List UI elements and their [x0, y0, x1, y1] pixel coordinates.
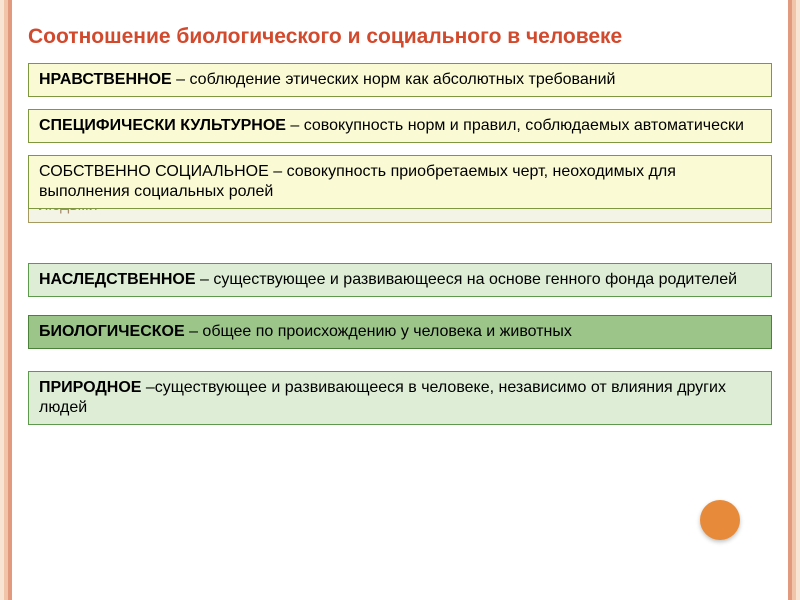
- term-hereditary: НАСЛЕДСТВЕННОЕ: [39, 271, 196, 288]
- def-natural: –существующее и развивающееся в человеке…: [39, 379, 726, 416]
- def-biological: – общее по происхождению у человека и жи…: [185, 323, 572, 340]
- box-natural: ПРИРОДНОЕ –существующее и развивающееся …: [28, 371, 772, 425]
- box-social-self: СОБСТВЕННО СОЦИАЛЬНОЕ – совокупность при…: [28, 155, 772, 209]
- term-biological: БИОЛОГИЧЕСКОЕ: [39, 323, 185, 340]
- def-hereditary: – существующее и развивающееся на основе…: [196, 271, 738, 288]
- slide-title: Соотношение биологического и социального…: [28, 24, 772, 49]
- overlap-social: СОЦИАЛЬНОЕ – приобретаемое человеком в п…: [28, 155, 772, 227]
- def-cultural: – совокупность норм и правил, соблюдаемы…: [286, 117, 744, 134]
- term-natural: ПРИРОДНОЕ: [39, 379, 141, 396]
- box-hereditary: НАСЛЕДСТВЕННОЕ – существующее и развиваю…: [28, 263, 772, 297]
- spacer: [28, 239, 772, 263]
- term-moral: НРАВСТВЕННОЕ: [39, 71, 172, 88]
- box-biological: БИОЛОГИЧЕСКОЕ – общее по происхождению у…: [28, 315, 772, 349]
- box-moral: НРАВСТВЕННОЕ – соблюдение этических норм…: [28, 63, 772, 97]
- term-social-self: СОБСТВЕННО СОЦИАЛЬНОЕ: [39, 163, 269, 180]
- term-cultural: СПЕЦИФИЧЕСКИ КУЛЬТУРНОЕ: [39, 117, 286, 134]
- def-moral: – соблюдение этических норм как абсолютн…: [172, 71, 616, 88]
- pager-button[interactable]: [700, 500, 740, 540]
- box-cultural: СПЕЦИФИЧЕСКИ КУЛЬТУРНОЕ – совокупность н…: [28, 109, 772, 143]
- slide-content: Соотношение биологического и социального…: [0, 0, 800, 437]
